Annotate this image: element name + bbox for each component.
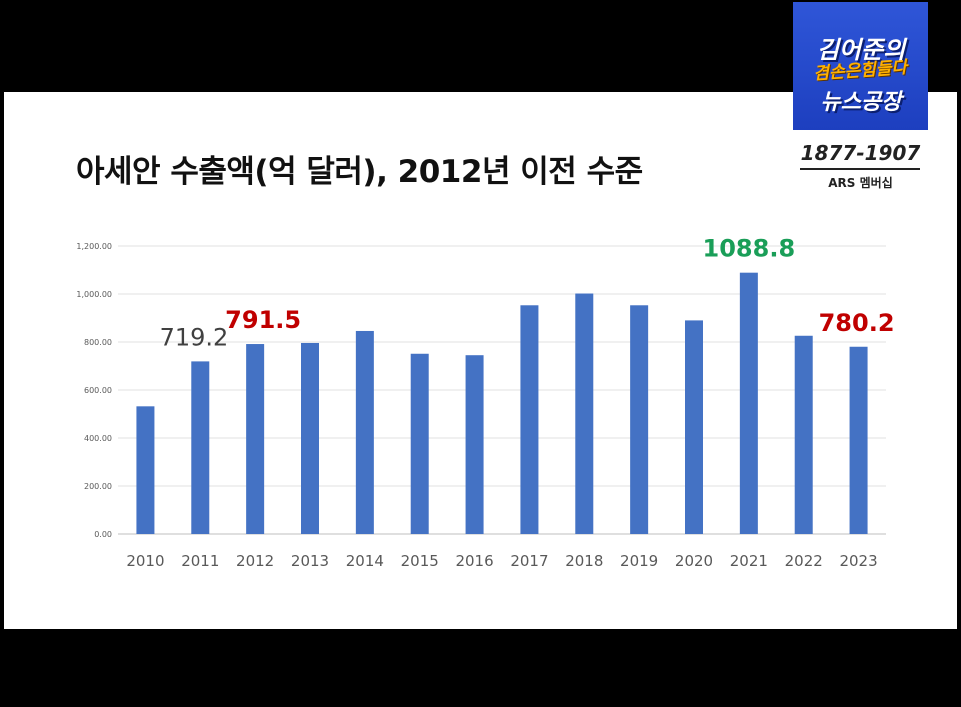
x-tick-label: 2017 bbox=[510, 552, 548, 570]
y-tick-label: 200.00 bbox=[84, 482, 112, 491]
x-tick-label: 2023 bbox=[839, 552, 877, 570]
bar bbox=[849, 346, 868, 534]
x-tick-label: 2020 bbox=[675, 552, 713, 570]
logo-line-3: 뉴스공장 bbox=[820, 90, 902, 115]
data-label: 1088.8 bbox=[703, 235, 796, 263]
show-logo: 김어준의 겸손은힘들다 뉴스공장 bbox=[793, 2, 928, 130]
x-tick-label: 2018 bbox=[565, 552, 603, 570]
data-label: 719.2 bbox=[160, 323, 229, 351]
bar bbox=[191, 361, 210, 534]
x-tick-label: 2016 bbox=[455, 552, 493, 570]
bars bbox=[136, 272, 868, 534]
x-tick-label: 2010 bbox=[126, 552, 164, 570]
bar bbox=[739, 272, 758, 534]
data-label: 780.2 bbox=[819, 309, 895, 337]
bar bbox=[575, 293, 594, 534]
badge-years: 1877-1907 bbox=[800, 141, 921, 165]
x-tick-label: 2012 bbox=[236, 552, 274, 570]
chart-title: 아세안 수출액(억 달러), 2012년 이전 수준 bbox=[76, 154, 643, 190]
badge-subtitle: ARS 멤버십 bbox=[828, 176, 893, 190]
bar bbox=[246, 344, 265, 534]
y-axis-ticks: 0.00 200.00 400.00 600.00 800.00 1,000.00 1,20… bbox=[76, 242, 112, 539]
bar bbox=[355, 330, 374, 534]
bar bbox=[136, 406, 155, 534]
bar bbox=[465, 355, 484, 534]
bar bbox=[520, 305, 539, 534]
x-tick-label: 2021 bbox=[730, 552, 768, 570]
x-tick-label: 2014 bbox=[346, 552, 384, 570]
x-tick-label: 2019 bbox=[620, 552, 658, 570]
x-tick-label: 2011 bbox=[181, 552, 219, 570]
x-tick-label: 2013 bbox=[291, 552, 329, 570]
y-tick-label: 400.00 bbox=[84, 434, 112, 443]
bar bbox=[794, 335, 813, 534]
y-tick-label: 0.00 bbox=[94, 530, 112, 539]
bar bbox=[630, 305, 649, 534]
x-tick-label: 2022 bbox=[785, 552, 823, 570]
logo-line-1: 김어준의 bbox=[816, 36, 906, 64]
x-tick-label: 2015 bbox=[401, 552, 439, 570]
bar bbox=[685, 320, 703, 534]
y-tick-label: 600.00 bbox=[84, 386, 112, 395]
bar bbox=[410, 353, 429, 534]
x-axis-ticks: 2010 2011 2012 2013 2014 2015 2016 2017 2018 2019… bbox=[126, 552, 877, 570]
bar bbox=[301, 342, 319, 534]
badge-divider bbox=[800, 168, 920, 170]
y-tick-label: 800.00 bbox=[84, 338, 112, 347]
video-frame-bottom bbox=[0, 629, 961, 707]
y-tick-label: 1,000.00 bbox=[76, 290, 112, 299]
gridlines bbox=[118, 245, 886, 535]
data-label: 791.5 bbox=[225, 306, 301, 334]
y-tick-label: 1,200.00 bbox=[76, 242, 112, 251]
